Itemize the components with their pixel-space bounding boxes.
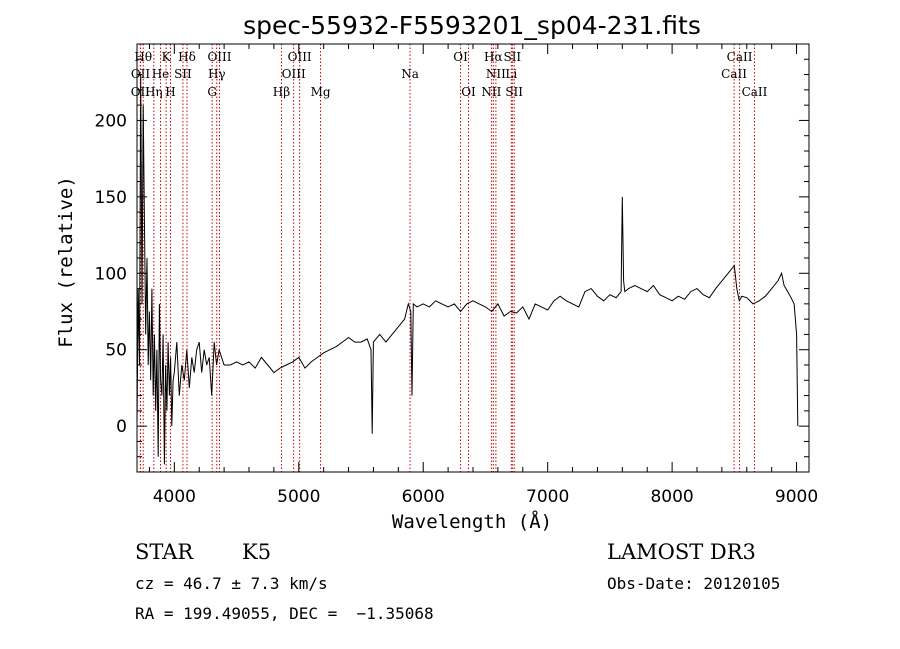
line-label-4: K [162, 50, 172, 64]
x-tick-label-2: 6000 [402, 487, 445, 507]
y-tick-label-2: 100 [95, 264, 127, 284]
line-label-3: Hη [145, 85, 163, 99]
chart-title: spec-55932-F5593201_sp04-231.fits [243, 11, 701, 40]
y-tick-label-0: 0 [116, 417, 127, 437]
line-label-21: NΙΙ [486, 67, 506, 81]
x-tick-label-5: 9000 [775, 487, 818, 507]
line-label-5: He [152, 67, 170, 81]
y-axis-label: Flux (relative) [55, 176, 77, 348]
x-tick-label-4: 8000 [650, 487, 693, 507]
line-label-24: SΙΙ [505, 85, 523, 99]
line-label-11: G [207, 85, 217, 99]
x-axis-label: Wavelength (Å) [392, 510, 552, 533]
x-axis-ticks: 4000 5000 6000 7000 8000 9000 [148, 44, 818, 507]
subclass: K5 [242, 540, 272, 564]
y-tick-label-3: 150 [95, 188, 127, 208]
redshift-cz: cz = 46.7 ± 7.3 km/s [135, 574, 328, 593]
y-axis-ticks: 0 50 100 150 200 [95, 58, 809, 458]
object-class: STAR [135, 540, 194, 564]
line-label-23: NΙΙ [481, 85, 501, 99]
y-tick-label-1: 50 [105, 341, 127, 361]
x-tick-label-1: 5000 [277, 487, 320, 507]
line-label-7: Hδ [178, 50, 196, 64]
x-tick-label-3: 7000 [526, 487, 569, 507]
line-markers [139, 44, 755, 472]
line-label-12: Hβ [273, 85, 290, 99]
line-label-20: SΙΙ [503, 50, 521, 64]
line-label-16: Na [401, 67, 419, 81]
line-label-6: H [165, 85, 175, 99]
line-label-27: CaΙΙ [742, 85, 768, 99]
coordinates: RA = 199.49055, DEC = −1.35068 [135, 604, 434, 623]
line-label-2: OΙΙ [131, 67, 151, 81]
x-tick-label-0: 4000 [153, 487, 196, 507]
y-tick-label-4: 200 [95, 111, 127, 131]
line-label-19: Hα [484, 50, 503, 64]
line-label-15: Mg [311, 85, 331, 99]
plot-frame [136, 43, 810, 473]
observation-date: Obs-Date: 20120105 [607, 574, 781, 593]
spectrum-line [136, 74, 799, 465]
line-label-22: Li [505, 67, 517, 81]
line-label-14: OΙΙΙ [282, 67, 306, 81]
line-label-18: OΙ [461, 85, 476, 99]
line-label-17: OΙ [453, 50, 468, 64]
line-label-13: OΙΙΙ [288, 50, 312, 64]
line-label-10: Hγ [208, 67, 226, 81]
line-label-9: OΙΙΙ [207, 50, 231, 64]
line-label-8: SΙΙ [174, 67, 192, 81]
line-label-1: Hθ [134, 50, 152, 64]
line-label-26: CaΙΙ [721, 67, 747, 81]
survey-name: LAMOST DR3 [607, 540, 756, 564]
line-label-25: CaΙΙ [727, 50, 753, 64]
